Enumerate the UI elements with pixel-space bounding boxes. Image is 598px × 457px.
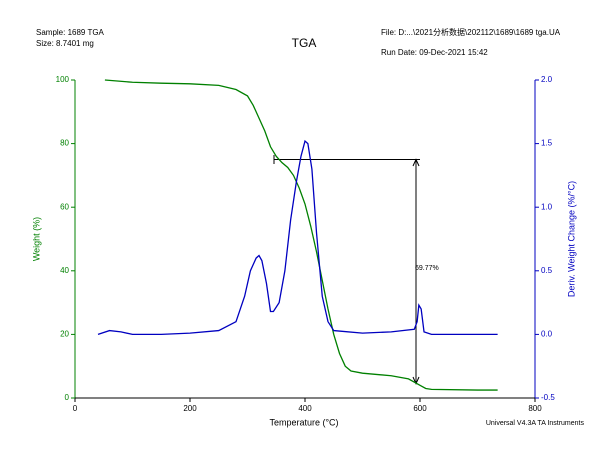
data-line (104, 79, 498, 391)
y2-tick-label: 2.0 (541, 75, 553, 84)
file-info: File: D:...\2021分析数据\202112\1689\1689 tg… (381, 27, 561, 37)
data-line (97, 139, 498, 336)
y2-tick-label: -0.5 (541, 393, 555, 402)
footer: Universal V4.3A TA Instruments (486, 420, 585, 427)
x-tick-label: 200 (183, 404, 197, 413)
y2-tick-label: 0.0 (541, 330, 553, 339)
x-tick-label: 0 (73, 404, 78, 413)
annotation: 69.77% (415, 265, 439, 272)
y2-tick-label: 1.5 (541, 139, 553, 148)
x-tick-label: 600 (413, 404, 427, 413)
chart-title: TGA (292, 36, 317, 50)
y2-tick-label: 0.5 (541, 266, 553, 275)
y-tick-label: 0 (65, 393, 70, 402)
x-tick-label: 800 (528, 404, 542, 413)
y-tick-label: 60 (60, 202, 69, 211)
sample-info: Sample: 1689 TGA (36, 28, 105, 37)
x-axis-label: Temperature (°C) (269, 417, 338, 427)
y-tick-label: 40 (60, 266, 69, 275)
x-tick-label: 400 (298, 404, 312, 413)
y-tick-label: 20 (60, 330, 69, 339)
y2-axis-label: Deriv. Weight Change (%/°C) (566, 181, 576, 297)
y-tick-label: 80 (60, 139, 69, 148)
y2-tick-label: 1.0 (541, 202, 553, 211)
y-axis-label: Weight (%) (31, 217, 41, 261)
y-tick-label: 100 (56, 75, 70, 84)
run-date: Run Date: 09-Dec-2021 15:42 (381, 48, 488, 57)
size-info: Size: 8.7401 mg (36, 39, 94, 48)
